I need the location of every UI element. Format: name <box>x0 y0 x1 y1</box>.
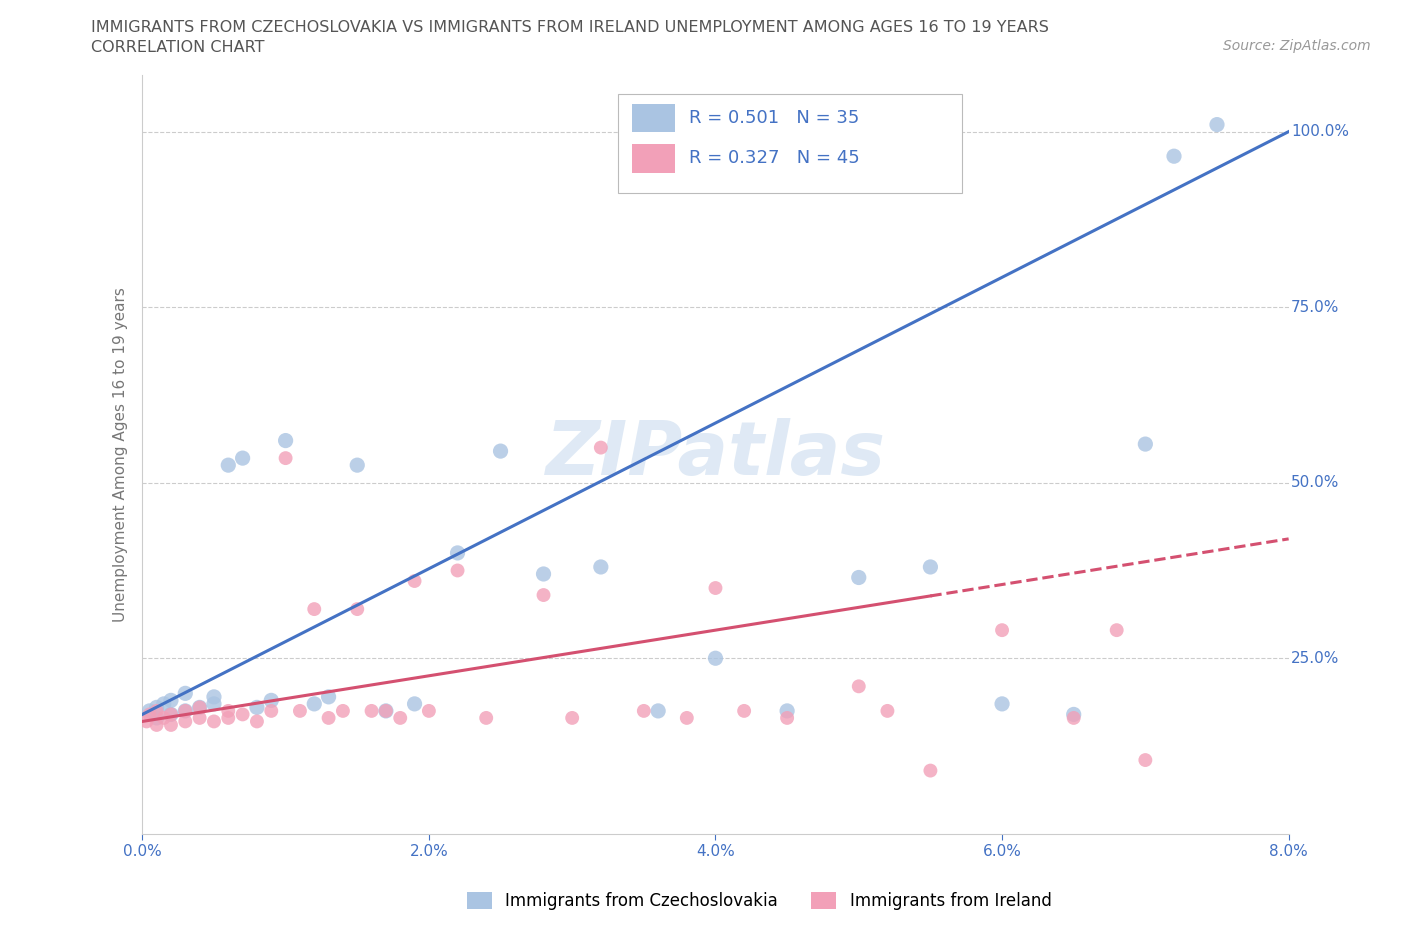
Point <box>304 602 326 617</box>
Point <box>174 714 197 729</box>
Point <box>991 623 1014 638</box>
Point <box>145 711 167 725</box>
Point <box>202 689 225 704</box>
Point <box>589 560 612 575</box>
Point <box>1105 623 1128 638</box>
Point <box>991 697 1014 711</box>
Point <box>589 440 612 455</box>
Point <box>304 697 326 711</box>
Point <box>332 703 354 718</box>
Point <box>188 700 211 715</box>
Point <box>633 703 655 718</box>
FancyBboxPatch shape <box>619 95 962 193</box>
Point <box>346 458 368 472</box>
Text: Source: ZipAtlas.com: Source: ZipAtlas.com <box>1223 39 1371 53</box>
Point <box>848 679 870 694</box>
Point <box>274 451 297 466</box>
Point <box>232 451 254 466</box>
Point <box>561 711 583 725</box>
Point <box>920 764 942 778</box>
Point <box>160 707 183 722</box>
Point <box>145 700 167 715</box>
Point <box>360 703 382 718</box>
Point <box>418 703 440 718</box>
Point <box>153 711 176 725</box>
Point <box>647 703 669 718</box>
Point <box>389 711 412 725</box>
Text: R = 0.327   N = 45: R = 0.327 N = 45 <box>689 149 860 167</box>
Point <box>318 711 340 725</box>
Point <box>174 686 197 701</box>
Text: 75.0%: 75.0% <box>1291 299 1340 314</box>
Point <box>1135 437 1157 452</box>
Point <box>876 703 898 718</box>
Point <box>404 697 426 711</box>
Point <box>153 697 176 711</box>
Text: 50.0%: 50.0% <box>1291 475 1340 490</box>
Point <box>260 703 283 718</box>
Point <box>404 574 426 589</box>
Text: ZIPatlas: ZIPatlas <box>546 418 886 491</box>
Point <box>848 570 870 585</box>
Point <box>733 703 755 718</box>
Point <box>217 703 239 718</box>
Point <box>1063 711 1085 725</box>
Point <box>675 711 697 725</box>
Point <box>489 444 512 458</box>
Point <box>232 707 254 722</box>
Text: 25.0%: 25.0% <box>1291 651 1340 666</box>
Point <box>1163 149 1185 164</box>
Point <box>1206 117 1229 132</box>
Point <box>704 580 727 595</box>
FancyBboxPatch shape <box>631 144 675 173</box>
Point <box>138 707 160 722</box>
Point <box>202 697 225 711</box>
Point <box>374 703 396 718</box>
Point <box>533 566 555 581</box>
Point <box>160 693 183 708</box>
Legend: Immigrants from Czechoslovakia, Immigrants from Ireland: Immigrants from Czechoslovakia, Immigran… <box>460 885 1059 917</box>
Point <box>318 689 340 704</box>
Point <box>533 588 555 603</box>
Point <box>374 703 396 718</box>
Point <box>246 700 269 715</box>
Point <box>138 703 160 718</box>
Point <box>135 714 157 729</box>
Y-axis label: Unemployment Among Ages 16 to 19 years: Unemployment Among Ages 16 to 19 years <box>114 287 128 622</box>
Point <box>217 458 239 472</box>
Point <box>776 711 799 725</box>
Point <box>446 563 468 578</box>
Point <box>446 546 468 561</box>
Point <box>288 703 311 718</box>
Point <box>704 651 727 666</box>
Text: 100.0%: 100.0% <box>1291 124 1348 140</box>
Point <box>188 711 211 725</box>
Point <box>776 703 799 718</box>
Point <box>174 703 197 718</box>
Point <box>1063 707 1085 722</box>
Point <box>217 711 239 725</box>
FancyBboxPatch shape <box>631 103 675 132</box>
Point <box>920 560 942 575</box>
Point <box>346 602 368 617</box>
Point <box>246 714 269 729</box>
Point <box>1135 752 1157 767</box>
Point <box>202 714 225 729</box>
Point <box>260 693 283 708</box>
Point <box>145 703 167 718</box>
Point <box>188 700 211 715</box>
Point <box>160 707 183 722</box>
Text: IMMIGRANTS FROM CZECHOSLOVAKIA VS IMMIGRANTS FROM IRELAND UNEMPLOYMENT AMONG AGE: IMMIGRANTS FROM CZECHOSLOVAKIA VS IMMIGR… <box>91 20 1049 35</box>
Point <box>145 718 167 733</box>
Point <box>475 711 498 725</box>
Text: R = 0.501   N = 35: R = 0.501 N = 35 <box>689 109 859 126</box>
Point <box>274 433 297 448</box>
Point <box>174 703 197 718</box>
Point <box>160 718 183 733</box>
Text: CORRELATION CHART: CORRELATION CHART <box>91 40 264 55</box>
